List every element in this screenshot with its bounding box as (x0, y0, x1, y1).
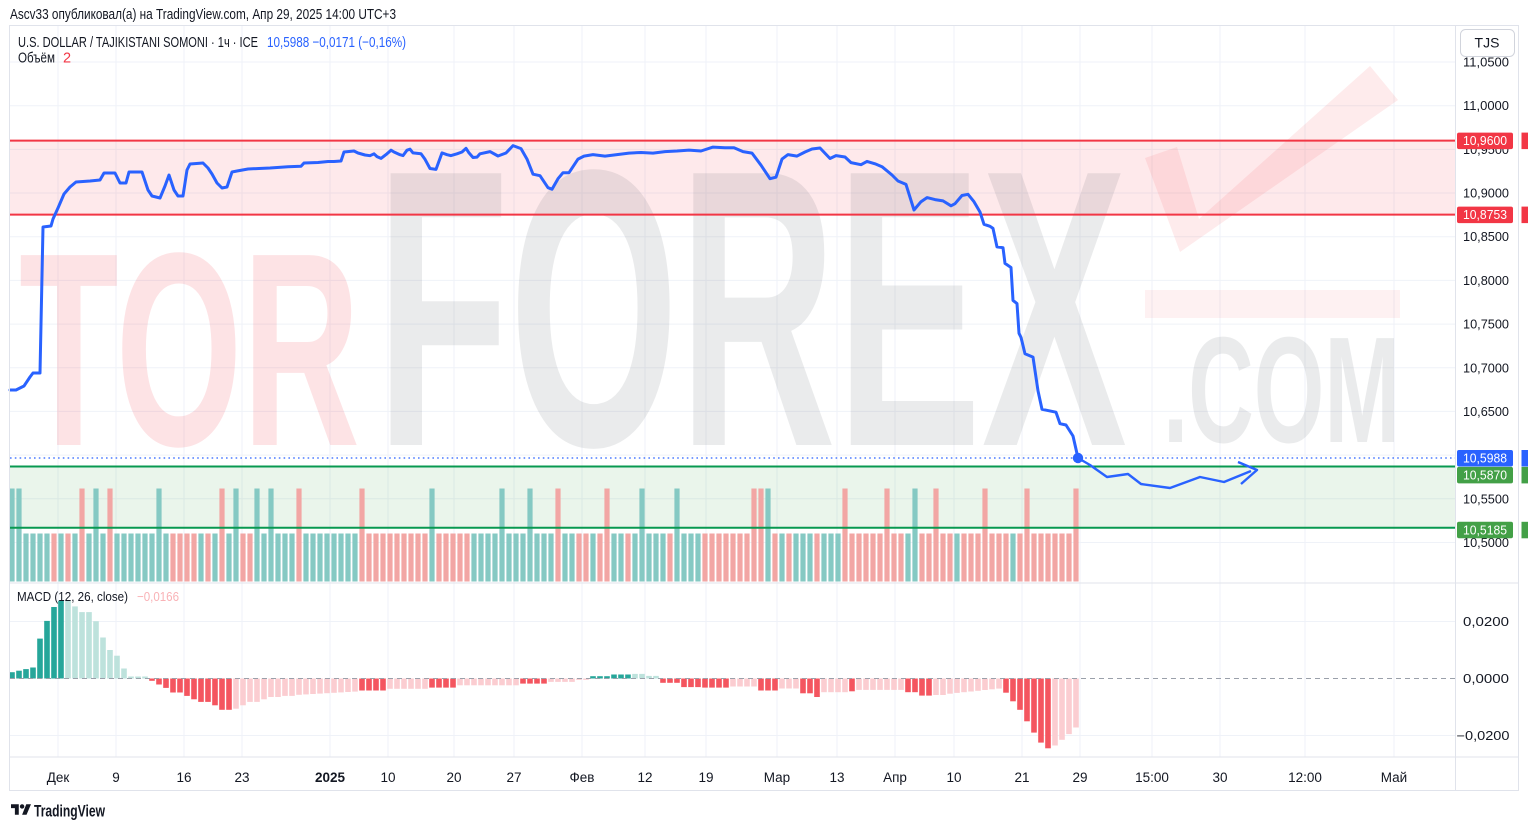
svg-text:2: 2 (63, 51, 71, 67)
svg-text:.COM: .COM (1163, 305, 1400, 474)
svg-text:10,5988 −0,0171 (−0,16%): 10,5988 −0,0171 (−0,16%) (267, 35, 406, 51)
svg-text:9: 9 (112, 770, 120, 785)
svg-text:16: 16 (176, 770, 191, 785)
svg-text:19: 19 (698, 770, 713, 785)
svg-text:Объём: Объём (18, 51, 55, 67)
svg-text:MACD (12, 26, close): MACD (12, 26, close) (17, 589, 128, 604)
svg-text:15:00: 15:00 (1135, 770, 1169, 785)
svg-text:Май: Май (1381, 770, 1407, 785)
svg-text:10,8753: 10,8753 (1463, 208, 1507, 222)
svg-text:−0,0166: −0,0166 (137, 589, 179, 604)
svg-text:0,0200: 0,0200 (1463, 615, 1509, 629)
svg-text:−0,0200: −0,0200 (1457, 729, 1510, 743)
svg-text:12: 12 (637, 770, 652, 785)
svg-text:10,5000: 10,5000 (1463, 536, 1509, 550)
svg-text:Апр: Апр (883, 770, 907, 785)
svg-text:10: 10 (946, 770, 961, 785)
svg-text:10,5988: 10,5988 (1463, 452, 1507, 466)
svg-text:Ascv33 опубликовал(а) на Tradi: Ascv33 опубликовал(а) на TradingView.com… (10, 7, 396, 23)
svg-text:TJS: TJS (1475, 35, 1500, 51)
svg-text:10,9600: 10,9600 (1463, 134, 1507, 148)
svg-text:10,5870: 10,5870 (1463, 469, 1507, 483)
svg-text:TOR: TOR (19, 196, 360, 504)
svg-text:10,8500: 10,8500 (1463, 230, 1509, 244)
svg-text:29: 29 (1072, 770, 1087, 785)
svg-text:0,0000: 0,0000 (1463, 672, 1509, 686)
svg-text:10,7000: 10,7000 (1463, 361, 1509, 375)
svg-text:10,9000: 10,9000 (1463, 187, 1509, 201)
svg-text:27: 27 (506, 770, 521, 785)
svg-text:10,8000: 10,8000 (1463, 274, 1509, 288)
svg-text:FOREX: FOREX (376, 87, 1128, 529)
svg-text:12:00: 12:00 (1288, 770, 1322, 785)
svg-text:30: 30 (1212, 770, 1227, 785)
svg-text:Фев: Фев (570, 770, 595, 785)
svg-text:11,0500: 11,0500 (1463, 56, 1509, 70)
svg-text:10: 10 (380, 770, 395, 785)
svg-text:TradingView: TradingView (34, 803, 105, 821)
svg-text:Дек: Дек (47, 770, 70, 785)
svg-text:13: 13 (829, 770, 844, 785)
svg-text:10,5185: 10,5185 (1463, 523, 1507, 537)
svg-text:2025: 2025 (315, 770, 346, 785)
svg-text:11,0000: 11,0000 (1463, 99, 1509, 113)
svg-text:21: 21 (1014, 770, 1029, 785)
svg-text:23: 23 (234, 770, 249, 785)
svg-text:10,7500: 10,7500 (1463, 318, 1509, 332)
svg-text:20: 20 (446, 770, 461, 785)
svg-text:10,6500: 10,6500 (1463, 405, 1509, 419)
svg-text:U.S. DOLLAR / TAJIKISTANI SOMO: U.S. DOLLAR / TAJIKISTANI SOMONI · 1ч · … (18, 35, 258, 51)
svg-text:10,5500: 10,5500 (1463, 492, 1509, 506)
svg-text:Мар: Мар (764, 770, 790, 785)
